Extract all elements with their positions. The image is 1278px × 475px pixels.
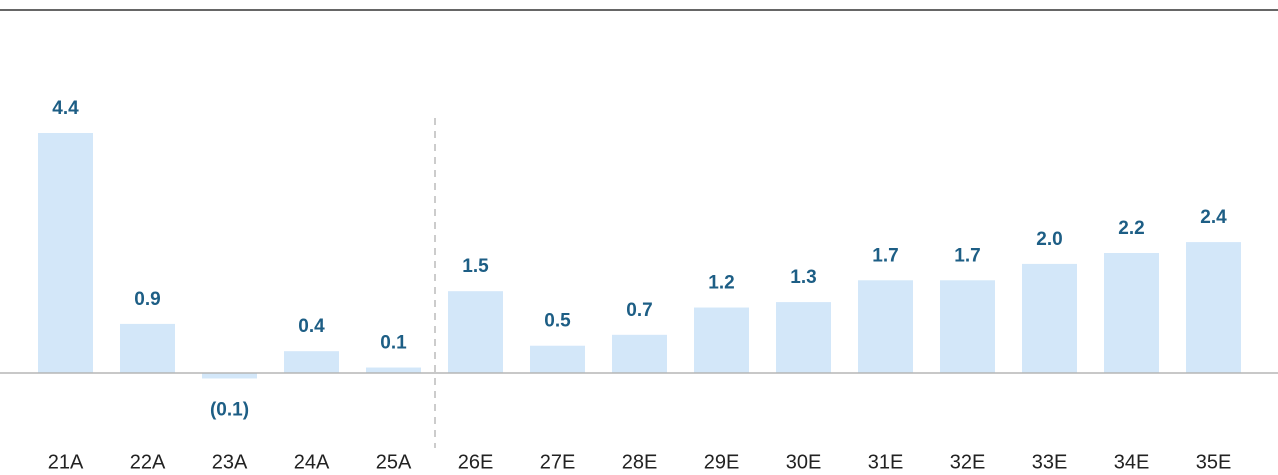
value-label: 4.4: [52, 98, 79, 119]
bar: [940, 280, 995, 373]
x-tick-label: 33E: [1032, 451, 1068, 473]
x-tick-label: 26E: [458, 451, 494, 473]
bar: [202, 373, 257, 379]
bar: [38, 133, 93, 373]
value-label: 2.4: [1200, 207, 1227, 228]
x-tick-label: 21A: [48, 451, 84, 473]
x-tick-label: 27E: [540, 451, 576, 473]
value-label: (0.1): [210, 399, 249, 420]
value-label: 2.2: [1118, 218, 1144, 239]
value-label: 1.7: [954, 245, 980, 266]
value-label: 0.1: [380, 333, 407, 354]
x-tick-label: 34E: [1114, 451, 1150, 473]
x-tick-label: 35E: [1196, 451, 1232, 473]
value-label: 1.5: [462, 256, 489, 277]
value-label: 0.9: [134, 289, 160, 310]
x-tick-label: 29E: [704, 451, 740, 473]
bar: [1104, 253, 1159, 373]
bar: [120, 323, 175, 373]
value-label: 0.4: [298, 316, 325, 337]
x-tick-label: 31E: [868, 451, 904, 473]
bar: [284, 351, 339, 373]
value-label: 0.7: [626, 300, 652, 321]
bar: [694, 307, 749, 373]
bar: [612, 334, 667, 373]
bar: [448, 291, 503, 373]
x-tick-label: 22A: [130, 451, 166, 473]
x-tick-label: 28E: [622, 451, 658, 473]
x-tick-label: 24A: [294, 451, 330, 473]
x-tick-label: 25A: [376, 451, 412, 473]
bar: [530, 345, 585, 373]
value-label: 1.7: [872, 245, 898, 266]
bar: [1022, 263, 1077, 373]
bar: [1186, 242, 1241, 373]
bar: [366, 367, 421, 373]
value-label: 1.3: [790, 267, 816, 288]
value-label: 0.5: [544, 311, 571, 332]
x-tick-label: 23A: [212, 451, 248, 473]
value-label: 2.0: [1036, 229, 1062, 250]
x-tick-label: 32E: [950, 451, 986, 473]
bar: [858, 280, 913, 373]
bar: [776, 302, 831, 373]
x-tick-label: 30E: [786, 451, 822, 473]
value-label: 1.2: [708, 273, 734, 294]
